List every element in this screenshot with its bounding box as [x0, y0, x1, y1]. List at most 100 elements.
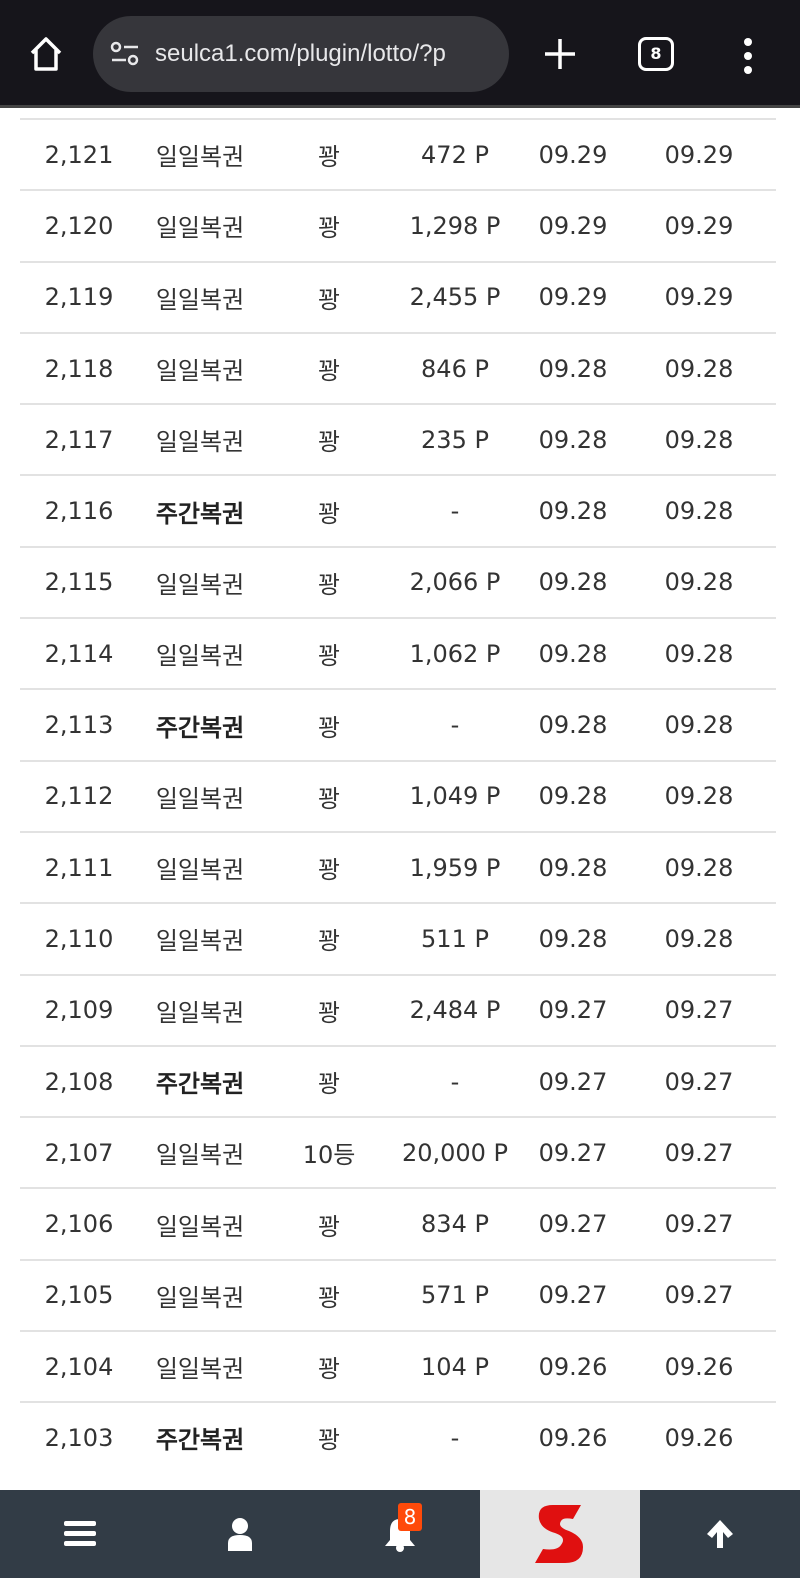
draw-date: 09.27 [538, 1067, 608, 1096]
lottery-type: 일일복권 [155, 642, 245, 671]
points: 846 P [421, 354, 489, 383]
draw-date: 09.26 [538, 1423, 608, 1452]
new-tab-icon[interactable] [540, 34, 580, 74]
result: 꽝 [317, 856, 341, 885]
result: 꽝 [317, 927, 341, 956]
more-options-icon[interactable] [740, 36, 756, 76]
table-row: 2,114 일일복권 꽝 1,062 P 09.28 09.28 [20, 617, 776, 688]
points: 511 P [421, 924, 489, 953]
entry-number: 2,112 [44, 782, 114, 811]
points: 1,049 P [409, 782, 501, 811]
result: 꽝 [317, 1070, 341, 1098]
draw-date: 09.29 [538, 283, 608, 312]
lottery-type: 일일복권 [155, 1355, 245, 1384]
result: 꽝 [317, 214, 341, 243]
draw-date: 09.29 [538, 211, 608, 240]
lottery-type: 일일복권 [155, 927, 245, 956]
table-row: 2,107 일일복권 10등 20,000 P 09.27 09.27 [20, 1116, 776, 1187]
draw-date: 09.28 [538, 853, 608, 882]
lottery-type: 주간복권 [155, 1426, 245, 1455]
claim-date: 09.26 [664, 1423, 734, 1452]
lottery-type: 주간복권 [155, 713, 245, 742]
points: 2,066 P [409, 568, 501, 597]
result: 꽝 [317, 285, 341, 314]
table-row: 2,117 일일복권 꽝 235 P 09.28 09.28 [20, 403, 776, 474]
claim-date: 09.28 [664, 711, 734, 740]
result: 꽝 [317, 428, 341, 457]
draw-date: 09.28 [538, 924, 608, 953]
lottery-type: 일일복권 [155, 1212, 245, 1241]
draw-date: 09.27 [538, 1281, 608, 1310]
table-row: 2,111 일일복권 꽝 1,959 P 09.28 09.28 [20, 830, 776, 902]
lottery-type: 일일복권 [155, 570, 245, 599]
entry-number: 2,113 [44, 711, 114, 740]
user-icon [228, 1518, 252, 1551]
address-bar[interactable]: seulca1.com/plugin/lotto/?p [93, 16, 509, 92]
result: 꽝 [317, 713, 341, 742]
tab-switcher-button[interactable]: 8 [638, 37, 674, 71]
points: 472 P [421, 140, 489, 169]
claim-date: 09.27 [664, 996, 734, 1025]
points: - [450, 711, 460, 740]
result: 꽝 [317, 998, 341, 1027]
entry-number: 2,103 [44, 1423, 114, 1452]
table-row: 2,119 일일복권 꽝 2,455 P 09.29 09.29 [20, 260, 776, 332]
scroll-top-button[interactable] [640, 1490, 800, 1578]
lottery-type: 일일복권 [155, 428, 245, 457]
entry-number: 2,110 [44, 924, 114, 953]
site-settings-icon[interactable] [110, 40, 140, 68]
table-row: 2,116 주간복권 꽝 - 09.28 09.28 [20, 474, 776, 545]
lottery-type: 주간복권 [155, 1070, 245, 1098]
entry-number: 2,117 [44, 425, 114, 454]
points: 834 P [421, 1210, 489, 1239]
points: 1,959 P [409, 853, 501, 882]
result: 꽝 [317, 784, 341, 813]
points: 20,000 P [401, 1138, 509, 1167]
draw-date: 09.28 [538, 639, 608, 668]
claim-date: 09.28 [664, 639, 734, 668]
table-row: 2,106 일일복권 꽝 834 P 09.27 09.27 [20, 1187, 776, 1258]
draw-date: 09.26 [538, 1352, 608, 1381]
table-row: 2,108 주간복권 꽝 - 09.27 09.27 [20, 1044, 776, 1116]
points: 1,062 P [409, 639, 501, 668]
table-row: 2,121 일일복권 꽝 472 P 09.29 09.29 [20, 118, 776, 189]
menu-icon [64, 1521, 96, 1546]
points: - [450, 1067, 460, 1096]
site-logo-icon [535, 1505, 583, 1563]
menu-button[interactable] [0, 1490, 160, 1578]
entry-number: 2,104 [44, 1352, 114, 1381]
claim-date: 09.27 [664, 1210, 734, 1239]
claim-date: 09.27 [664, 1281, 734, 1310]
points: - [450, 1423, 460, 1452]
user-button[interactable] [160, 1490, 320, 1578]
result: 꽝 [317, 570, 341, 599]
claim-date: 09.28 [664, 782, 734, 811]
draw-date: 09.27 [538, 1138, 608, 1167]
claim-date: 09.29 [664, 211, 734, 240]
draw-date: 09.28 [538, 425, 608, 454]
points: 571 P [421, 1281, 489, 1310]
entry-number: 2,119 [44, 283, 114, 312]
result: 꽝 [317, 1212, 341, 1241]
entry-number: 2,116 [44, 497, 114, 526]
table-row: 2,112 일일복권 꽝 1,049 P 09.28 09.28 [20, 759, 776, 831]
result: 꽝 [317, 1283, 341, 1312]
table-row: 2,103 주간복권 꽝 - 09.26 09.26 [20, 1401, 776, 1472]
entry-number: 2,121 [44, 140, 114, 169]
draw-date: 09.27 [538, 1210, 608, 1239]
home-icon[interactable] [26, 34, 66, 74]
table-row: 2,104 일일복권 꽝 104 P 09.26 09.26 [20, 1330, 776, 1401]
site-logo[interactable] [480, 1490, 640, 1578]
draw-date: 09.27 [538, 996, 608, 1025]
claim-date: 09.28 [664, 568, 734, 597]
entry-number: 2,118 [44, 354, 114, 383]
entry-number: 2,107 [44, 1138, 114, 1167]
lottery-type: 일일복권 [155, 784, 245, 813]
claim-date: 09.26 [664, 1352, 734, 1381]
lottery-type: 일일복권 [155, 357, 245, 386]
claim-date: 09.29 [664, 283, 734, 312]
lotto-history-table: 2,121 일일복권 꽝 472 P 09.29 09.29 2,120 일일복권 꽝 1,298… [20, 118, 776, 1473]
table-row: 2,109 일일복권 꽝 2,484 P 09.27 09.27 [20, 973, 776, 1045]
points: 1,298 P [409, 211, 501, 240]
claim-date: 09.28 [664, 425, 734, 454]
